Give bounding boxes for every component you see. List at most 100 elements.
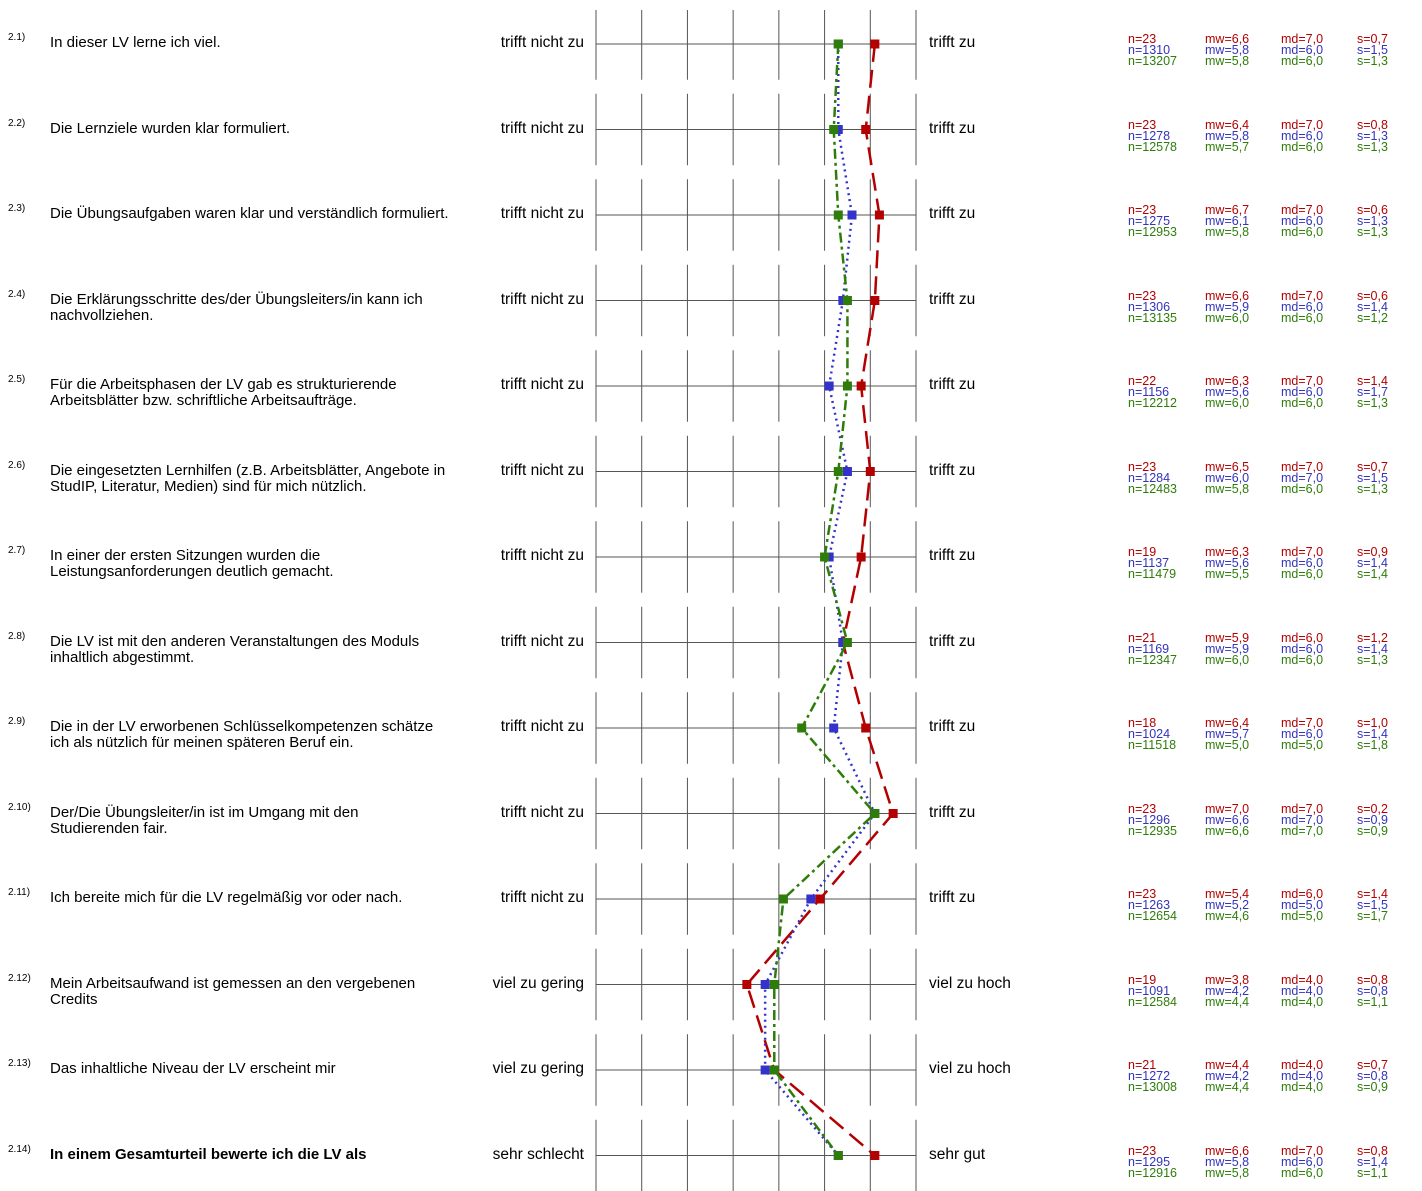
stat-value: n=12935 [1128,823,1178,838]
stat-value: s=1,2 [1357,630,1388,645]
stat-value: md=6,0 [1281,43,1324,57]
stat-value: md=6,0 [1281,225,1324,239]
item-number: 2.11) [8,887,31,898]
scale-right-label: trifft zu [929,718,976,735]
stat-value: mw=6,0 [1205,652,1250,667]
item-number: 2.4) [8,288,26,300]
stat-value: md=6,0 [1281,641,1324,656]
stat-value: n=23 [1128,288,1157,303]
row-gap [594,250,918,265]
stat-value: md=4,0 [1281,1069,1324,1083]
stat-value: n=12953 [1128,225,1178,239]
item-number: 2.5) [8,374,26,385]
stat-value: md=4,0 [1281,1058,1324,1072]
item-question: In dieser LV lerne ich viel. [50,34,221,51]
scale-right-label: trifft zu [929,205,976,222]
stat-value: n=23 [1128,203,1157,217]
data-point-red [815,894,825,904]
stat-value: md=6,0 [1281,652,1324,667]
stat-value: s=1,2 [1357,310,1388,325]
data-point-green [833,39,843,49]
stat-value: mw=4,2 [1205,1069,1250,1083]
item-question: Die LV ist mit den anderen Veranstaltung… [50,632,420,666]
stat-value: s=0,7 [1357,1058,1388,1072]
stat-value: mw=4,4 [1205,994,1250,1009]
stat-value: s=0,6 [1357,288,1388,303]
stat-value: md=6,0 [1281,887,1324,901]
stat-value: mw=5,0 [1205,738,1250,752]
row-gap [594,592,918,607]
stat-value: n=1091 [1128,983,1171,998]
stat-value: n=23 [1128,117,1157,132]
data-point-red [870,296,880,305]
item-question: In einem Gesamturteil bewerte ich die LV… [50,1145,367,1163]
stat-value: md=6,0 [1281,299,1324,314]
scale-right-label: sehr gut [929,1145,986,1163]
stat-value: mw=5,6 [1205,556,1250,570]
scale-left-label: trifft nicht zu [500,205,584,222]
stat-value: md=6,0 [1281,385,1324,399]
stat-value: mw=6,3 [1205,545,1250,559]
item-number: 2.12) [8,972,31,984]
scale-left-label: trifft nicht zu [500,119,584,137]
stat-value: s=0,8 [1357,117,1388,132]
stat-value: md=6,0 [1281,214,1324,228]
stat-value: s=1,3 [1357,214,1388,228]
stat-value: s=1,0 [1357,716,1388,730]
stat-value: s=1,4 [1357,641,1388,656]
stat-value: mw=4,4 [1205,1058,1250,1072]
stat-value: mw=5,9 [1205,641,1250,656]
scale-left-label: trifft nicht zu [500,461,584,479]
stat-value: n=1295 [1128,1154,1171,1169]
item-number: 2.13) [8,1058,31,1069]
stat-value: s=1,3 [1357,225,1388,239]
stat-value: s=1,4 [1357,1154,1388,1169]
stat-value: mw=5,8 [1205,1165,1250,1180]
data-point-green [833,467,843,476]
stat-value: s=1,3 [1357,54,1388,68]
scale-right-label: trifft zu [929,119,976,137]
data-point-red [865,467,875,476]
data-point-red [870,1151,880,1160]
stat-value: mw=5,8 [1205,54,1250,68]
stat-value: s=1,5 [1357,470,1388,485]
stat-value: md=4,0 [1281,972,1324,987]
item-question: In einer der ersten Sitzungen wurden die… [50,547,334,580]
stat-value: mw=5,5 [1205,567,1250,581]
item-number: 2.7) [8,545,26,556]
stat-value: s=1,4 [1357,887,1388,901]
row-gap [594,1020,918,1035]
scale-left-label: trifft nicht zu [500,803,584,821]
stat-value: md=7,0 [1281,1143,1324,1158]
stat-value: mw=6,0 [1205,470,1250,485]
stat-value: s=1,3 [1357,128,1388,143]
item-question: Die Lernziele wurden klar formuliert. [50,119,291,137]
item-number: 2.14) [8,1143,31,1155]
stat-value: s=0,8 [1357,1143,1388,1158]
stat-value: s=1,5 [1357,43,1388,57]
stat-value: mw=5,4 [1205,887,1250,901]
stat-value: mw=6,6 [1205,823,1250,838]
data-point-green [769,980,779,989]
stat-value: md=7,0 [1281,716,1324,730]
data-point-red [856,381,866,391]
scale-right-label: trifft zu [929,632,976,650]
stat-value: mw=5,8 [1205,481,1250,496]
data-point-blue [847,210,857,220]
scale-right-label: trifft zu [929,803,976,821]
stat-value: mw=5,7 [1205,139,1250,154]
stat-value: s=0,9 [1357,545,1388,559]
stat-value: s=1,7 [1357,909,1388,923]
stat-value: md=6,0 [1281,396,1324,410]
data-point-green [842,638,852,647]
stat-value: n=23 [1128,32,1157,46]
stat-value: n=1263 [1128,898,1171,912]
row-gap [594,165,918,180]
stat-value: s=0,2 [1357,801,1388,816]
stat-value: md=6,0 [1281,128,1324,143]
stat-value: n=23 [1128,801,1157,816]
stat-value: md=7,0 [1281,288,1324,303]
stat-value: mw=6,6 [1205,288,1250,303]
row-gap [594,763,918,778]
stat-value: n=19 [1128,972,1157,987]
